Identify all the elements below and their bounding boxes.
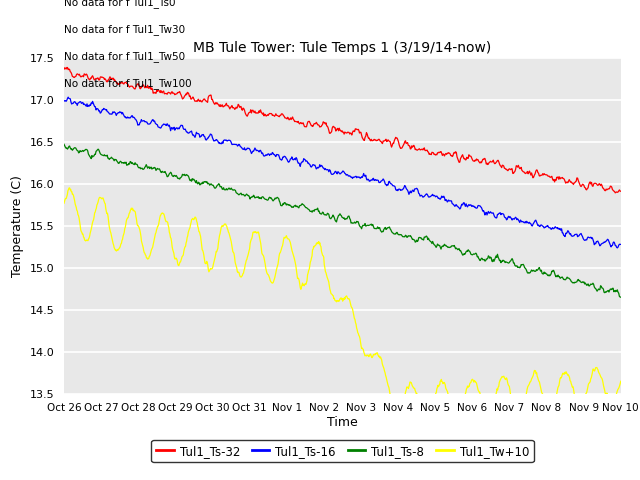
Text: No data for f Tul1_Tw30: No data for f Tul1_Tw30 <box>64 24 185 35</box>
Y-axis label: Temperature (C): Temperature (C) <box>11 175 24 276</box>
Text: No data for f Tul1_Tw100: No data for f Tul1_Tw100 <box>64 78 191 89</box>
Text: No data for f Tul1_Ts0: No data for f Tul1_Ts0 <box>64 0 175 8</box>
Legend: Tul1_Ts-32, Tul1_Ts-16, Tul1_Ts-8, Tul1_Tw+10: Tul1_Ts-32, Tul1_Ts-16, Tul1_Ts-8, Tul1_… <box>151 440 534 462</box>
Title: MB Tule Tower: Tule Temps 1 (3/19/14-now): MB Tule Tower: Tule Temps 1 (3/19/14-now… <box>193 41 492 55</box>
Text: No data for f Tul1_Tw50: No data for f Tul1_Tw50 <box>64 51 185 62</box>
X-axis label: Time: Time <box>327 416 358 429</box>
